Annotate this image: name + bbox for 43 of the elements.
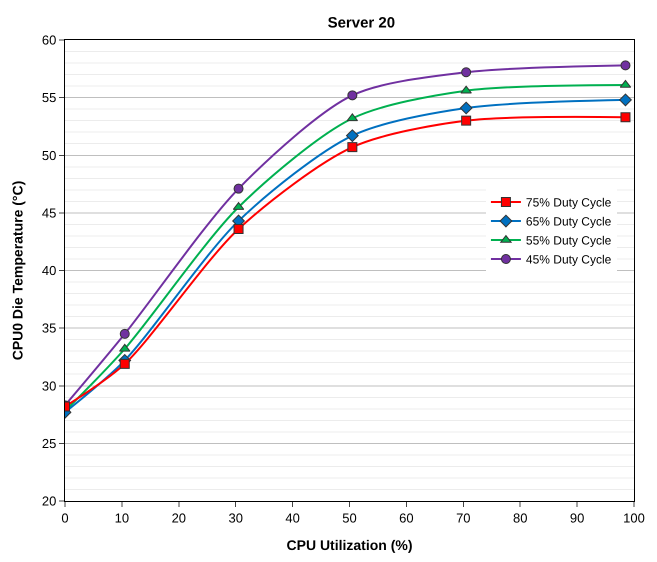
point xyxy=(619,94,632,106)
x-tick-label: 80 xyxy=(512,510,528,526)
point xyxy=(119,344,130,352)
point xyxy=(234,184,244,194)
x-tick-label: 70 xyxy=(456,510,471,526)
x-tick-label: 0 xyxy=(61,510,69,526)
legend-label: 55% Duty Cycle xyxy=(526,234,612,248)
point xyxy=(346,129,359,142)
point xyxy=(461,67,472,78)
y-tick-label: 55 xyxy=(42,90,56,106)
y-tick-label: 30 xyxy=(42,378,56,394)
y-tick-label: 60 xyxy=(42,32,56,48)
point xyxy=(347,142,358,152)
y-tick-label: 20 xyxy=(42,494,56,509)
point xyxy=(620,60,630,70)
legend-label: 65% Duty Cycle xyxy=(526,214,612,229)
point xyxy=(346,113,358,122)
x-tick-label: 40 xyxy=(285,510,300,526)
chart-title: Server 20 xyxy=(328,14,396,32)
y-tick-label: 35 xyxy=(42,320,56,336)
x-axis-title: CPU Utilization (%) xyxy=(286,536,412,553)
point xyxy=(620,80,632,88)
x-tick-label: 10 xyxy=(114,510,130,526)
point xyxy=(461,116,472,126)
point xyxy=(620,112,630,122)
x-tick-label: 50 xyxy=(342,510,357,526)
point xyxy=(234,224,244,234)
point xyxy=(347,90,358,100)
x-tick-label: 60 xyxy=(399,510,414,526)
y-axis-title: CPU0 Die Temperature (°C) xyxy=(10,180,26,360)
x-tick-label: 90 xyxy=(570,510,584,526)
y-tick-label: 45 xyxy=(42,205,56,220)
x-tick-label: 20 xyxy=(172,510,186,526)
point xyxy=(460,102,472,114)
x-tick-label: 30 xyxy=(228,510,243,526)
x-tick-label: 100 xyxy=(623,510,645,526)
y-tick-label: 25 xyxy=(42,436,56,451)
y-tick-label: 40 xyxy=(42,263,56,278)
y-tick-label: 50 xyxy=(42,148,56,163)
legend-label: 75% Duty Cycle xyxy=(526,196,612,210)
point xyxy=(120,358,130,369)
point xyxy=(120,328,130,339)
legend-label: 45% Duty Cycle xyxy=(526,252,612,267)
